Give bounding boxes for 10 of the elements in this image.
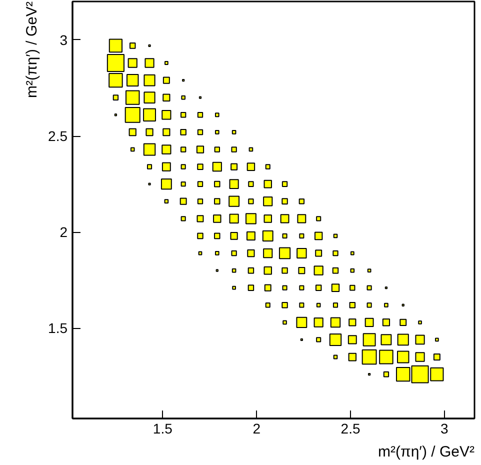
y-tick-label: 1.5 (48, 320, 68, 336)
x-tick-label: 3 (440, 420, 449, 436)
x-axis-title: m²(πη′) / GeV² (378, 444, 475, 460)
y-tick-label: 3 (60, 32, 68, 48)
x-tick-label: 1.5 (152, 420, 173, 436)
x-tick-label: 2.5 (340, 420, 360, 436)
y-tick-label: 2.5 (48, 128, 68, 144)
y-tick-label: 2 (60, 224, 68, 240)
x-tick-label: 2 (252, 420, 261, 436)
y-axis-title: m²(πη′) / GeV² (24, 1, 40, 98)
